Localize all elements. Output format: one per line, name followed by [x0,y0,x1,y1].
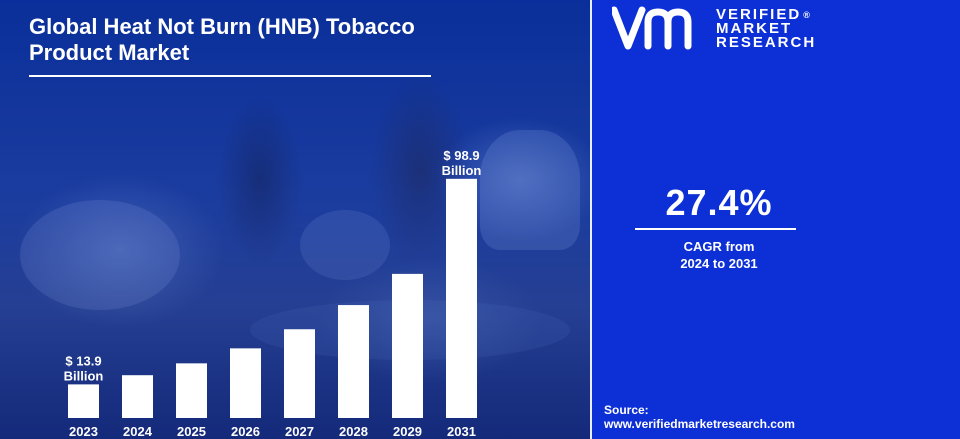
cagr-label: CAGR from 2024 to 2031 [592,238,846,272]
bar-2025 [176,363,207,418]
brand-name: VERIFIED ® MARKET RESEARCH [716,6,817,51]
panel-divider [590,0,593,439]
x-tick-label: 2028 [339,424,368,439]
bar-2031 [446,178,477,418]
x-tick-label: 2023 [69,424,98,439]
bar-2029 [392,273,423,418]
x-tick-label: 2027 [285,424,314,439]
source-url: www.verifiedmarketresearch.com [604,417,795,431]
bar-2023 [68,384,99,418]
registered-mark: ® [803,10,812,20]
vmr-logo-icon [612,6,692,50]
x-tick-label: 2029 [393,424,422,439]
bar-2028 [338,305,369,418]
x-tick-label: 2025 [177,424,206,439]
chart-title-line2: Product Market [29,40,190,65]
x-tick-label: 2031 [447,424,476,439]
bar-2026 [230,348,261,418]
x-tick-label: 2024 [123,424,153,439]
data-label-unit: Billion [64,368,104,383]
chart-title-line1: Global Heat Not Burn (HNB) Tobacco [29,14,415,39]
bar-chart: 2023 2024 2025 2026 2027 2028 2029 2031$ 13.9Bi… [64,148,482,439]
x-tick-label: 2026 [231,424,260,439]
cagr-label-line1: CAGR from [683,239,755,254]
brand-line2: MARKET [716,20,793,37]
data-label-value: $ 98.9 [443,148,479,163]
bar-2024 [122,375,153,418]
data-label-value: $ 13.9 [65,353,101,368]
chart-title: Global Heat Not Burn (HNB) Tobacco Produ… [29,14,469,66]
cagr-divider [635,228,796,230]
cagr-label-line2: 2024 to 2031 [680,256,758,271]
cagr-value: 27.4% [665,182,773,223]
bar-2027 [284,329,315,418]
data-label-unit: Billion [442,163,482,178]
brand-logo: VERIFIED ® MARKET RESEARCH [612,6,932,54]
chart-panel: Global Heat Not Burn (HNB) Tobacco Produ… [0,0,592,439]
source-note: Source: www.verifiedmarketresearch.com [604,403,795,431]
stats-panel: VERIFIED ® MARKET RESEARCH 27.4% CAGR fro… [592,0,960,439]
title-underline [29,75,431,77]
brand-line3: RESEARCH [716,34,817,51]
source-label: Source: [604,403,649,417]
brand-line1: VERIFIED [716,6,802,23]
